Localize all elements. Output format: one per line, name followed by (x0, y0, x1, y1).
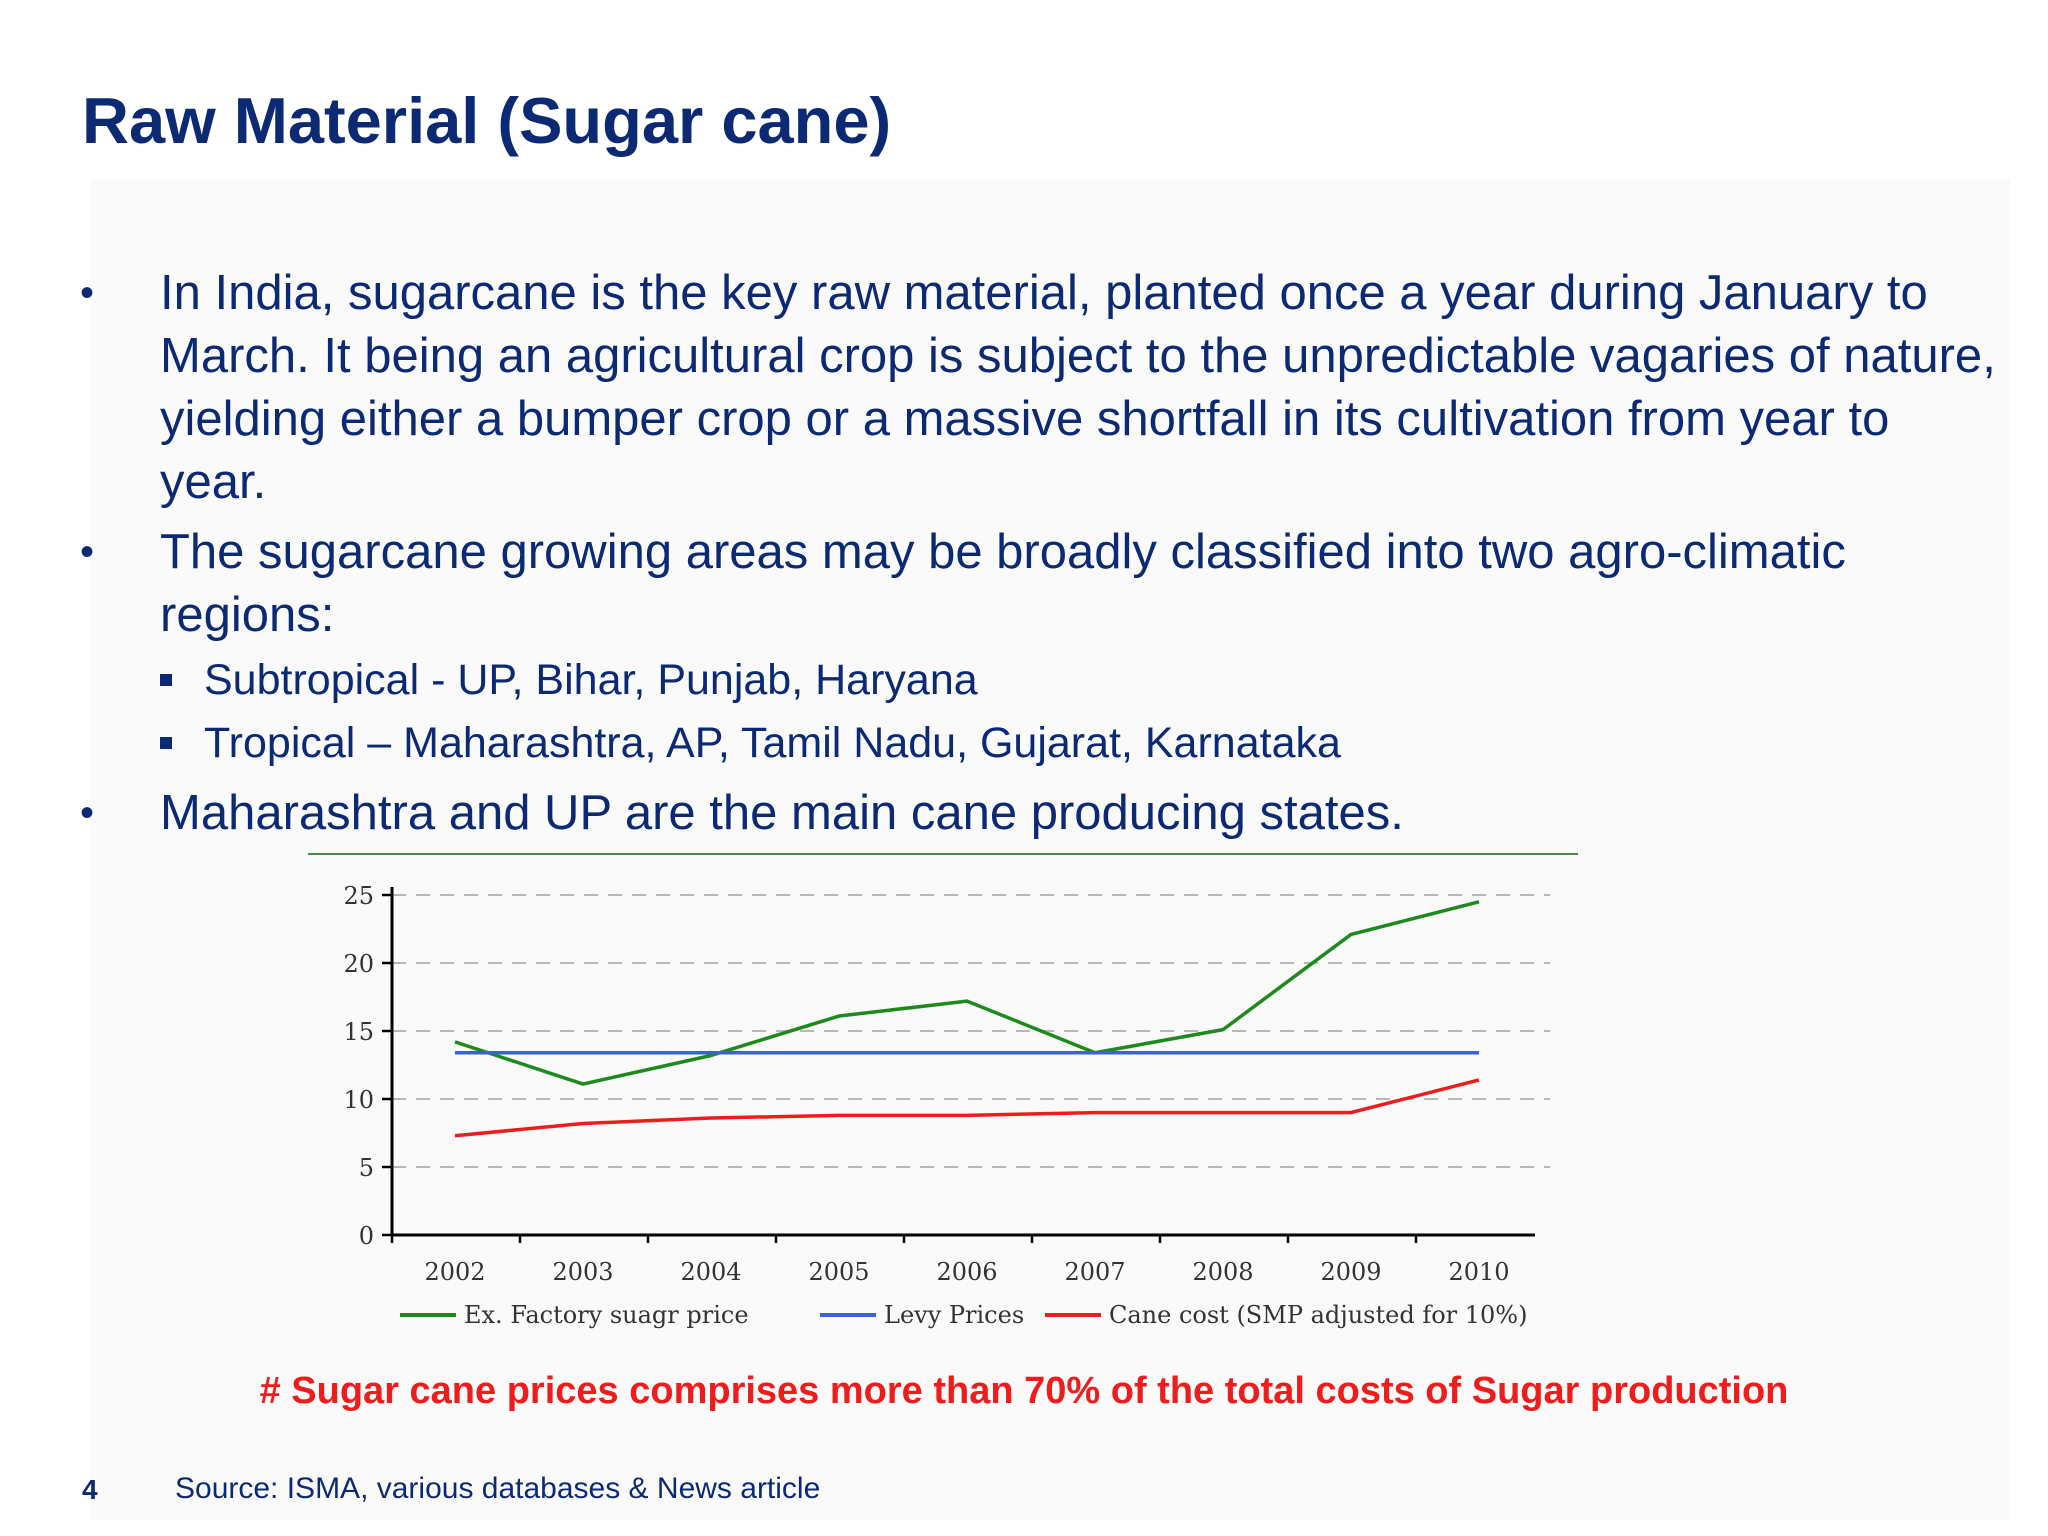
legend-label: Ex. Factory suagr price (464, 1301, 749, 1329)
legend-label: Cane cost (SMP adjusted for 10%) (1109, 1301, 1527, 1329)
x-tick-label: 2006 (936, 1258, 997, 1286)
chart-divider-line (308, 853, 1578, 855)
legend-label: Levy Prices (884, 1301, 1024, 1329)
series-line (454, 900, 1480, 1086)
bullet-list: • In India, sugarcane is the key raw mat… (70, 262, 2000, 852)
square-bullet-icon (160, 674, 172, 686)
y-tick-label: 25 (343, 882, 374, 910)
series-line (454, 1078, 1480, 1138)
chart-gridlines (392, 894, 1550, 1168)
bullet-text: The sugarcane growing areas may be broad… (160, 525, 1846, 642)
page-number: 4 (82, 1474, 98, 1505)
bullet-text: In India, sugarcane is the key raw mater… (160, 266, 1996, 509)
sub-bullet-item: Subtropical - UP, Bihar, Punjab, Haryana (160, 649, 2000, 712)
source-citation: Source: ISMA, various databases & News a… (175, 1472, 821, 1505)
bullet-text: Maharashtra and UP are the main cane pro… (160, 786, 1404, 840)
chart-legend: Ex. Factory suagr price Levy Prices Cane c… (400, 1301, 1527, 1329)
x-tick-label: 2002 (424, 1258, 485, 1286)
x-tick-label: 2010 (1448, 1258, 1509, 1286)
bullet-marker: • (80, 530, 95, 574)
sub-bullet-item: Tropical – Maharashtra, AP, Tamil Nadu, … (160, 712, 2000, 775)
bullet-marker: • (80, 271, 95, 315)
sub-bullet-text: Subtropical - UP, Bihar, Punjab, Haryana (204, 656, 978, 704)
x-tick-label: 2009 (1320, 1258, 1381, 1286)
square-bullet-icon (160, 737, 172, 749)
sub-bullet-list: Subtropical - UP, Bihar, Punjab, Haryana… (160, 649, 2000, 775)
y-tick-label: 0 (359, 1222, 374, 1250)
x-tick-label: 2005 (808, 1258, 869, 1286)
chart-series (454, 900, 1480, 1138)
slide-background (90, 180, 2010, 1520)
x-tick-label: 2007 (1064, 1258, 1125, 1286)
bullet-item: • In India, sugarcane is the key raw mat… (70, 262, 2000, 514)
x-tick-label: 2004 (680, 1258, 741, 1286)
sub-bullet-text: Tropical – Maharashtra, AP, Tamil Nadu, … (204, 719, 1341, 767)
chart-axes: 0 5 10 15 20 25 2002 2003 2004 2005 2006 2007 2008 20… (343, 882, 1535, 1286)
y-tick-label: 20 (343, 950, 374, 978)
slide-title: Raw Material (Sugar cane) (82, 84, 892, 157)
x-tick-label: 2003 (552, 1258, 613, 1286)
bullet-item: • Maharashtra and UP are the main cane p… (70, 782, 2000, 845)
bullet-marker: • (80, 791, 95, 835)
y-tick-label: 10 (343, 1086, 374, 1114)
bullet-item: • The sugarcane growing areas may be bro… (70, 521, 2000, 775)
x-tick-label: 2008 (1192, 1258, 1253, 1286)
cost-footnote: # Sugar cane prices comprises more than … (259, 1370, 1789, 1412)
y-tick-label: 15 (343, 1018, 374, 1046)
y-tick-label: 5 (359, 1154, 374, 1182)
sugar-price-line-chart: 0 5 10 15 20 25 2002 2003 2004 2005 2006 2007 2008 20… (343, 882, 1550, 1329)
